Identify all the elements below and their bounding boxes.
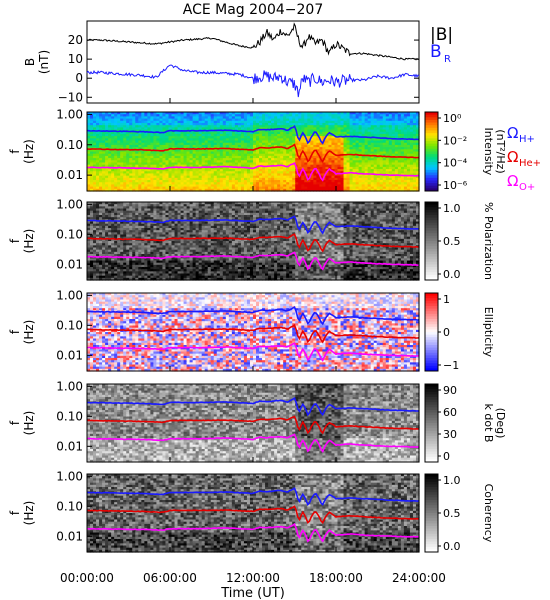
cyclotron-legend-symbol: Ω (507, 172, 518, 190)
b-legend-radial-sub: R (444, 54, 451, 65)
colorbar-intensity: 10⁰10⁻²10⁻⁴10⁻⁶Intensity (nT²/Hz) Ω H+Ω He+Ω… (425, 112, 541, 193)
spectrogram-panel-polarization: 1.000.100.01f (Hz)1.00.50.0% Polarization (8, 197, 495, 281)
cyclotron-legend-sub: He+ (519, 158, 541, 169)
colorbar-tick-label: 10⁻⁴ (443, 157, 468, 170)
ytick-label: 0.10 (56, 138, 83, 152)
colorbar-tick-label: 10⁻² (443, 134, 467, 147)
b-panel-frame (87, 21, 419, 103)
colorbar-tick-label: 10⁰ (443, 112, 462, 125)
b-ytick-label: 0 (75, 71, 83, 85)
colorbar-label: (nT²/Hz) (494, 129, 507, 173)
ytick-label: 0.01 (56, 168, 83, 182)
cyclotron-legend-symbol: Ω (507, 124, 518, 142)
b-ytick-label: −10 (58, 90, 83, 104)
figure-title: ACE Mag 2004−207 (183, 2, 323, 18)
colorbar-tick-label: 10⁻⁶ (443, 179, 468, 192)
b-legend-radial: B (430, 42, 442, 62)
b-ytick-label: 20 (68, 33, 83, 47)
b-ylabel-line1: B (23, 58, 37, 66)
ylabel-line1: f (8, 149, 22, 154)
cyclotron-legend-symbol: Ω (507, 148, 518, 166)
spectrogram-panel-intensity: 1.00 0.10 0.01 f (Hz) 10⁰ 10⁻² 10⁻⁴ 10⁻⁶ Intensit… (8, 107, 541, 193)
b-ylabel-line2: (nT) (37, 50, 51, 74)
ytick-label: 1.00 (56, 107, 83, 121)
cyclotron-legend-sub: H+ (519, 134, 535, 145)
colorbar-label: Intensity (482, 128, 495, 176)
ylabel-line2: (Hz) (22, 139, 36, 164)
b-ytick-label: 10 (68, 52, 83, 66)
cyclotron-legend-sub: O+ (519, 182, 535, 193)
